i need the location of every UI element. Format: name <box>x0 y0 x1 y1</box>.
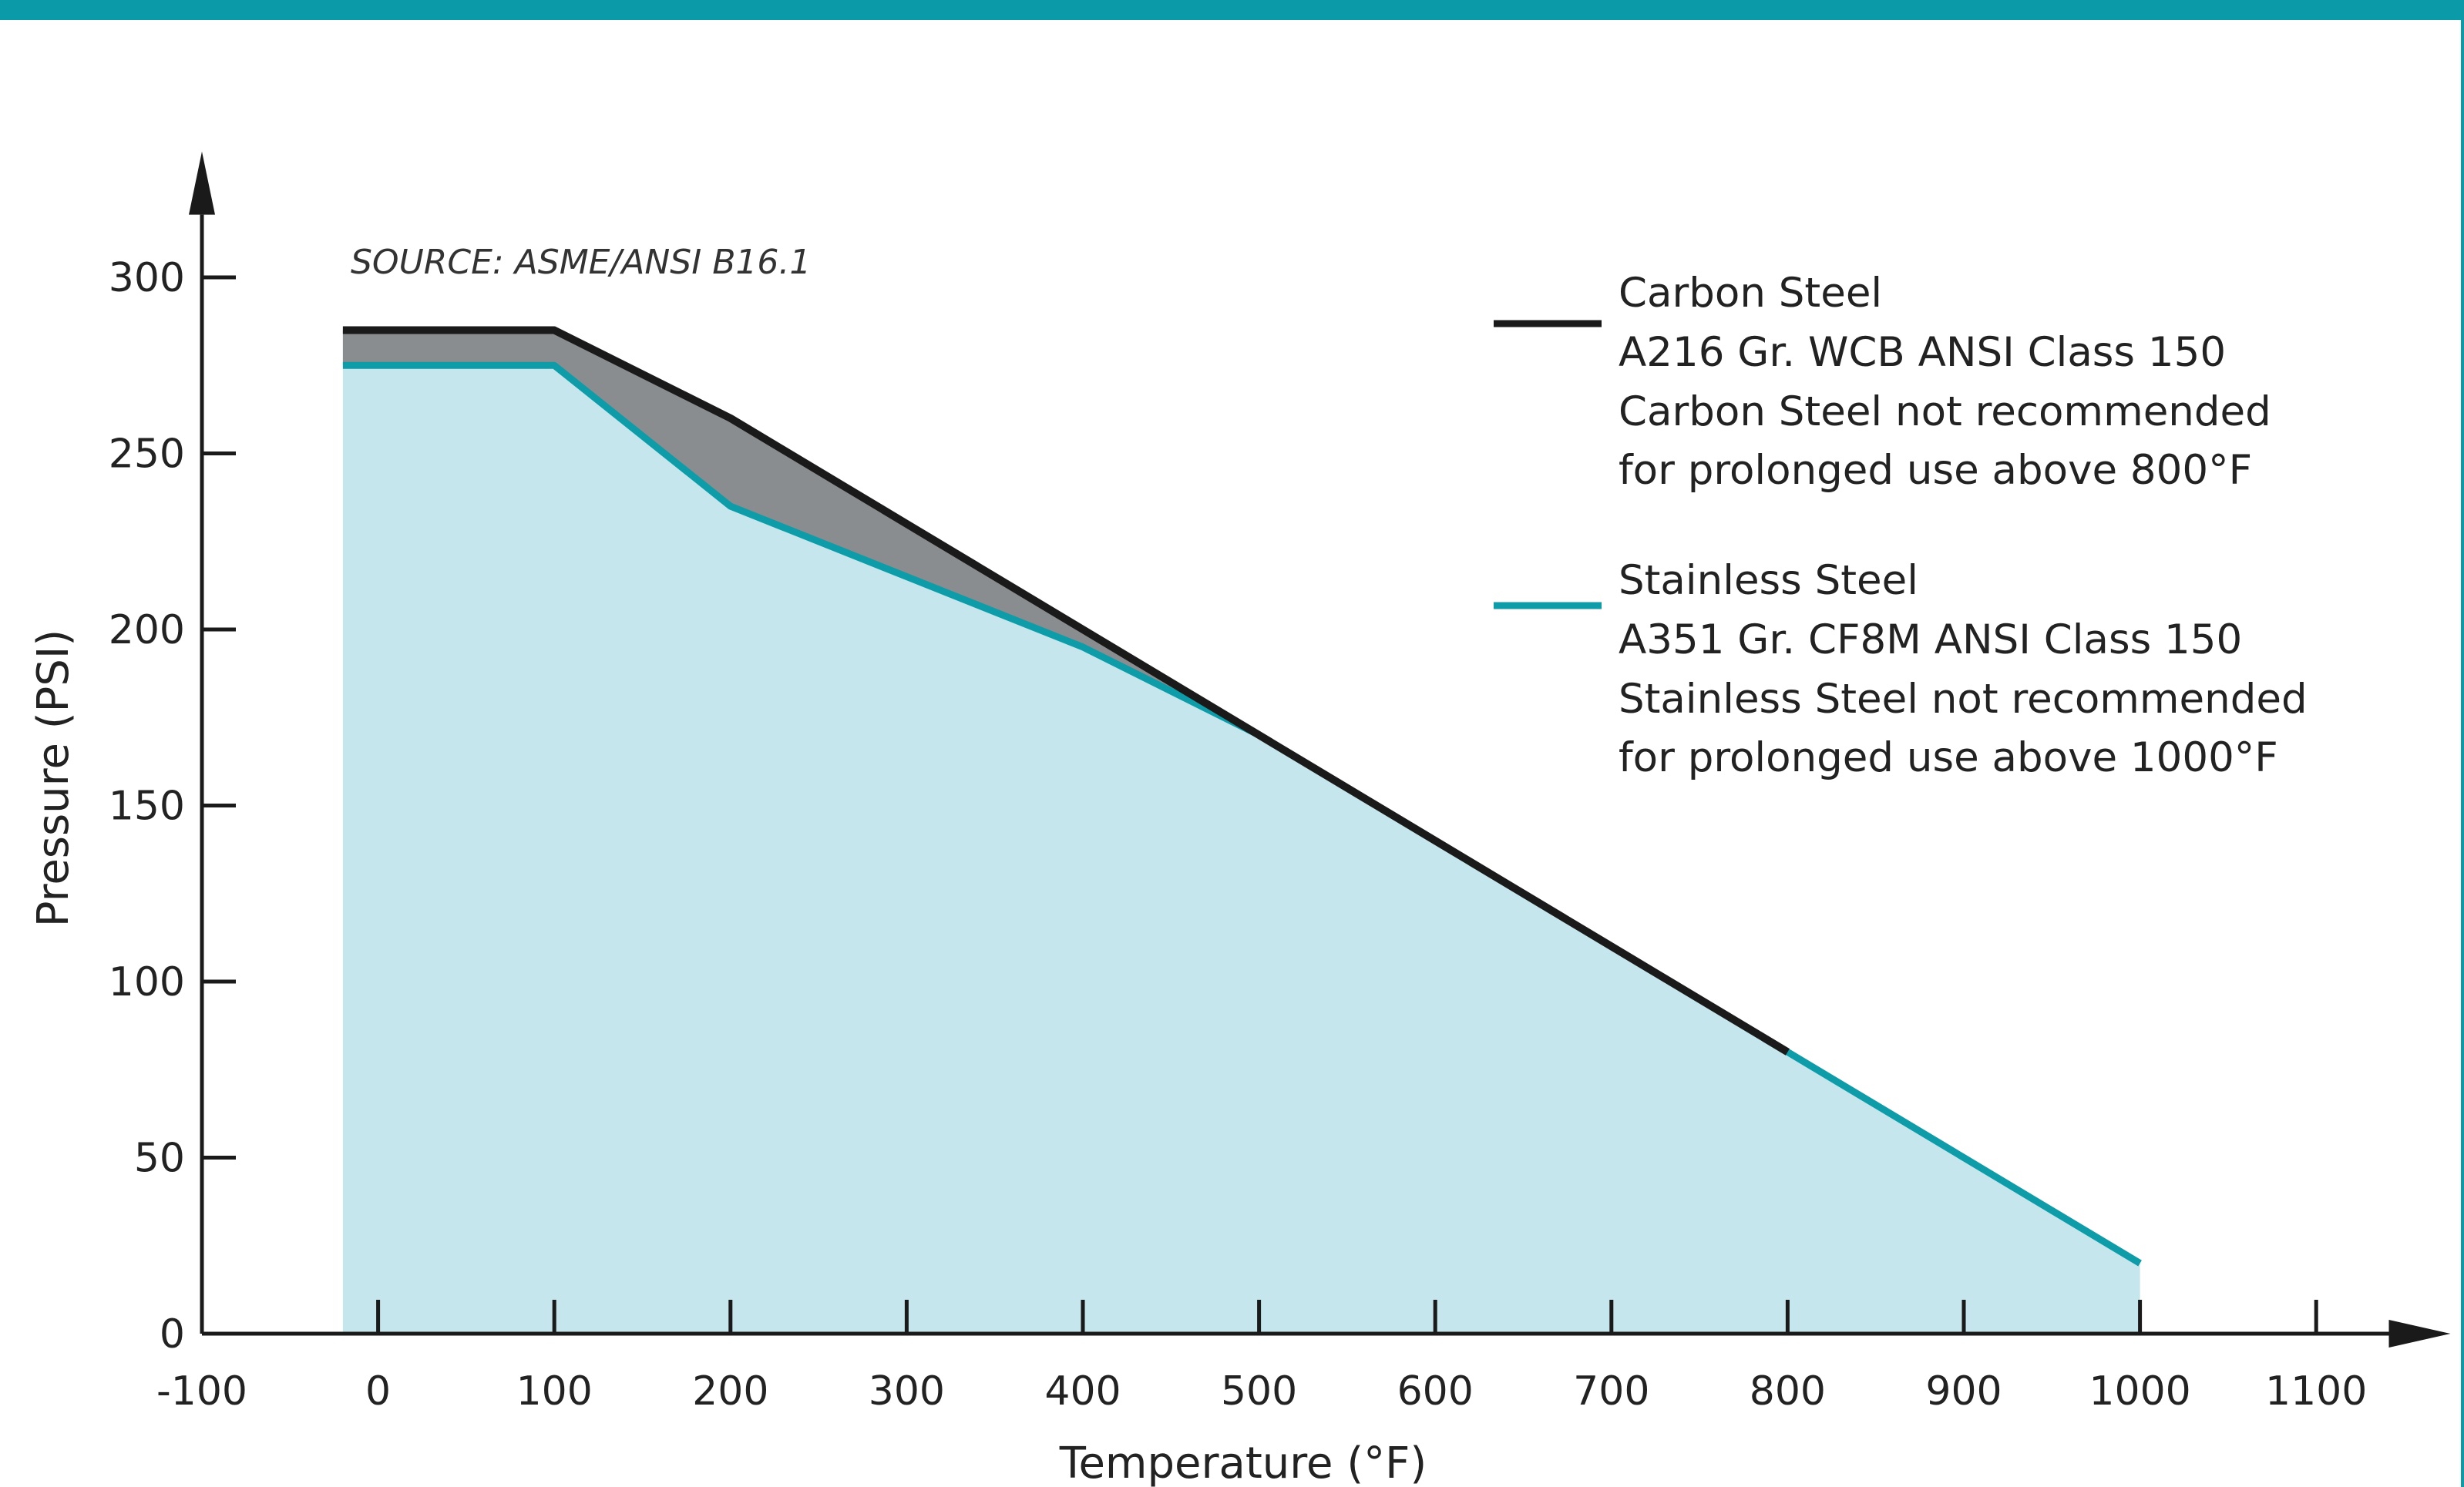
legend-carbon-note-2: for prolonged use above 800°F <box>1619 447 2252 494</box>
x-axis-title: Temperature (°F) <box>1059 1438 1427 1487</box>
plot-fills <box>342 330 2140 1334</box>
y-tick-label: 250 <box>109 431 185 478</box>
x-tick-label: 0 <box>365 1368 391 1415</box>
legend-stainless-note-2: for prolonged use above 1000°F <box>1619 734 2278 781</box>
axes <box>189 151 2451 1348</box>
x-tick-label: 1000 <box>2089 1368 2190 1415</box>
ticks: -100 0 100 200 300 400 500 600 700 800 900 1000 1100… <box>109 255 2368 1415</box>
legend-stainless-name: Stainless Steel <box>1619 557 1918 604</box>
legend-stainless-spec: A351 Gr. CF8M ANSI Class 150 <box>1619 616 2242 663</box>
y-tick-label: 50 <box>134 1136 185 1182</box>
x-tick-label: -100 <box>156 1368 247 1415</box>
y-tick-label: 0 <box>160 1311 185 1358</box>
x-tick-label: 100 <box>516 1368 593 1415</box>
stainless-steel-area <box>342 365 2140 1334</box>
legend: Carbon Steel A216 Gr. WCB ANSI Class 150… <box>1494 270 2308 781</box>
carbon-steel-line <box>342 326 1790 1056</box>
legend-stainless-note-1: Stainless Steel not recommended <box>1619 676 2308 723</box>
legend-carbon-spec: A216 Gr. WCB ANSI Class 150 <box>1619 329 2226 376</box>
y-tick-label: 200 <box>109 607 185 653</box>
y-axis-title: Pressure (PSI) <box>29 629 79 927</box>
x-tick-label: 400 <box>1044 1368 1121 1415</box>
right-accent-edge <box>2461 20 2464 1487</box>
y-axis-arrow <box>189 151 215 215</box>
top-accent-bar <box>0 0 2464 20</box>
x-axis-arrow <box>2388 1320 2451 1348</box>
y-tick-label: 150 <box>109 784 185 830</box>
plot-lines <box>342 326 2142 1267</box>
x-tick-label: 700 <box>1573 1368 1649 1415</box>
legend-carbon-note-1: Carbon Steel not recommended <box>1619 388 2271 435</box>
x-tick-label: 500 <box>1221 1368 1297 1415</box>
y-tick-label: 100 <box>109 959 185 1005</box>
x-tick-label: 600 <box>1397 1368 1474 1415</box>
legend-carbon-name: Carbon Steel <box>1619 270 1882 317</box>
source-note: SOURCE: ASME/ANSI B16.1 <box>351 243 811 282</box>
x-tick-label: 200 <box>692 1368 768 1415</box>
x-tick-label: 900 <box>1925 1368 2002 1415</box>
x-tick-label: 300 <box>869 1368 945 1415</box>
x-tick-label: 1100 <box>2265 1368 2367 1415</box>
x-tick-label: 800 <box>1750 1368 1826 1415</box>
y-tick-label: 300 <box>109 255 185 301</box>
